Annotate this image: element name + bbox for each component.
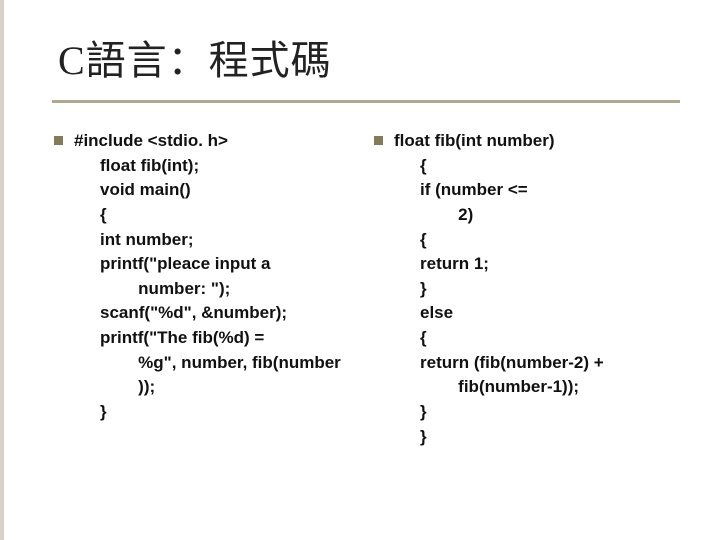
code-line: float fib(int); (74, 154, 352, 179)
code-line: int number; (74, 228, 352, 253)
code-line: void main() (74, 178, 352, 203)
right-head: float fib(int number) (394, 129, 672, 154)
code-line: return (fib(number-2) + (394, 351, 672, 376)
right-column: float fib(int number) {if (number <= 2){… (372, 129, 672, 449)
code-line: else (394, 301, 672, 326)
code-line: { (394, 154, 672, 179)
code-line: fib(number-1)); (394, 375, 672, 400)
code-line: scanf("%d", &number); (74, 301, 352, 326)
left-code-block: #include <stdio. h> float fib(int);void … (52, 129, 352, 425)
code-line: %g", number, fib(number (74, 351, 352, 376)
right-body: {if (number <= 2){return 1;}else{return … (394, 154, 672, 450)
left-body: float fib(int);void main(){int number;pr… (74, 154, 352, 425)
right-code-block: float fib(int number) {if (number <= 2){… (372, 129, 672, 449)
code-line: number: "); (74, 277, 352, 302)
code-line: } (394, 277, 672, 302)
code-line: } (394, 425, 672, 450)
code-line: { (74, 203, 352, 228)
code-columns: #include <stdio. h> float fib(int);void … (52, 129, 672, 449)
slide-title: C語言：程式碼 (58, 28, 672, 86)
code-line: { (394, 228, 672, 253)
slide: C語言：程式碼 #include <stdio. h> float fib(in… (0, 0, 720, 540)
code-line: if (number <= (394, 178, 672, 203)
left-column: #include <stdio. h> float fib(int);void … (52, 129, 352, 449)
code-line: { (394, 326, 672, 351)
code-line: } (74, 400, 352, 425)
title-underline (52, 100, 680, 103)
code-line: printf("The fib(%d) = (74, 326, 352, 351)
code-line: printf("pleace input a (74, 252, 352, 277)
left-head: #include <stdio. h> (74, 129, 352, 154)
code-line: 2) (394, 203, 672, 228)
code-line: return 1; (394, 252, 672, 277)
code-line: } (394, 400, 672, 425)
code-line: )); (74, 375, 352, 400)
